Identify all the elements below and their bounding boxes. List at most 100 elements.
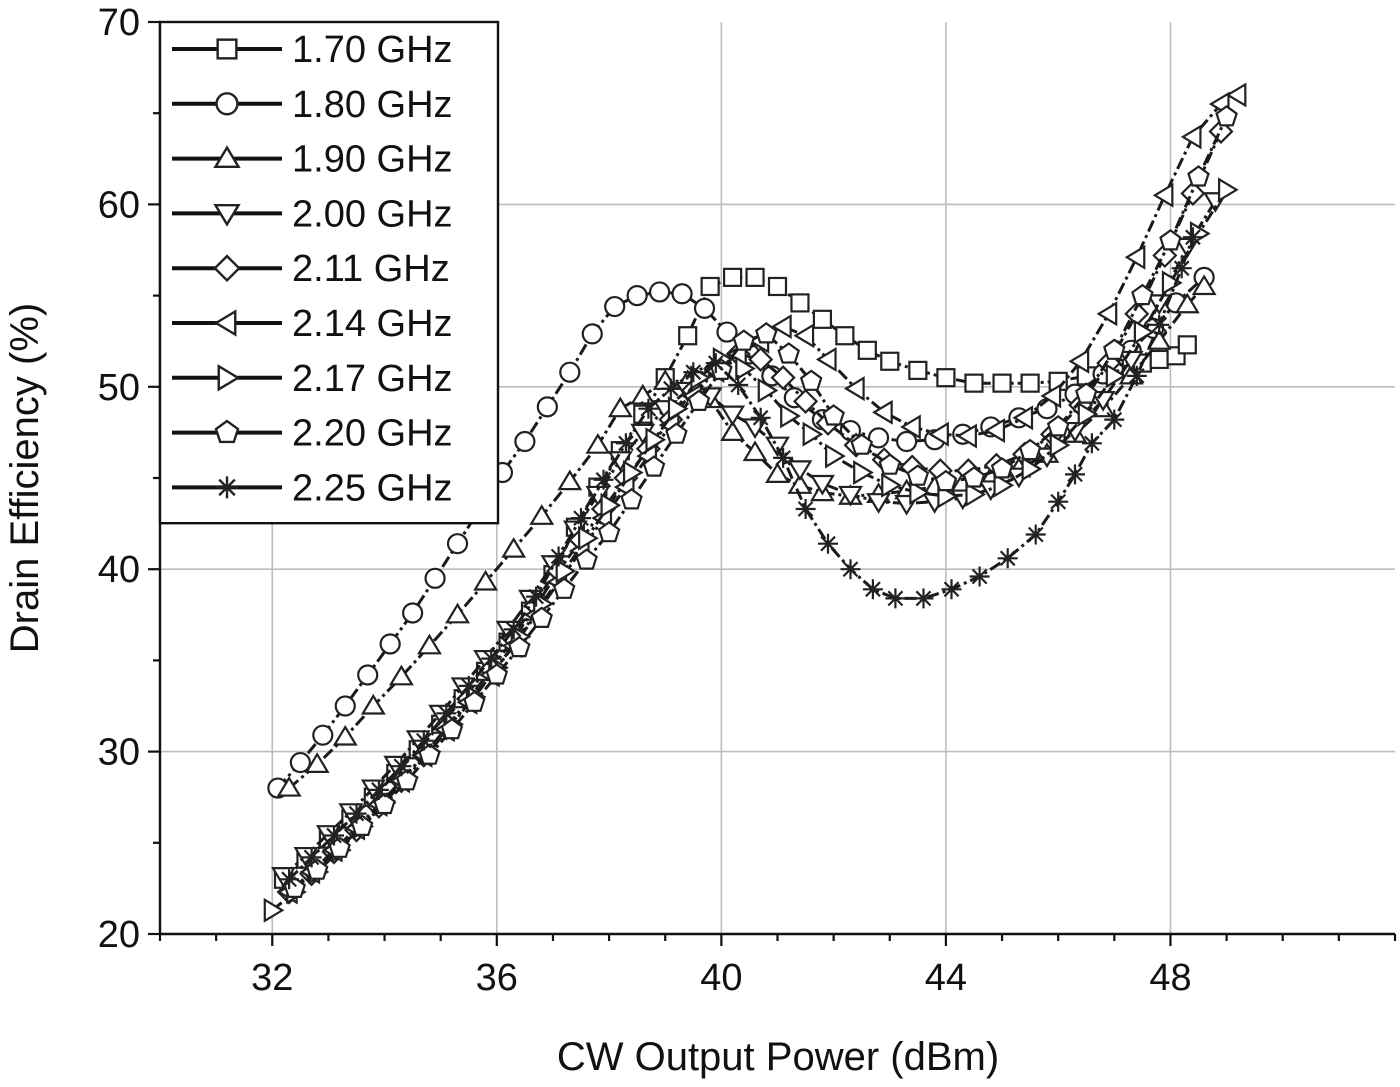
data-point-star [705, 353, 726, 374]
legend-label: 1.80 GHz [292, 84, 453, 126]
data-point-star [436, 703, 457, 724]
data-point-pentagon [530, 606, 553, 629]
data-point-square [1177, 335, 1197, 355]
data-point-circle [649, 281, 671, 303]
data-point-triangle-down [838, 485, 863, 507]
data-point-pentagon [508, 635, 531, 658]
data-point-circle [312, 724, 334, 746]
data-point-square [812, 309, 833, 329]
data-point-pentagon [755, 322, 778, 344]
data-point-triangle-right [600, 492, 622, 518]
series-2-20-ghz [283, 104, 1238, 899]
data-point-circle [581, 323, 603, 345]
data-point-pentagon [732, 329, 756, 351]
data-point-triangle-up [557, 469, 583, 491]
data-point-circle [626, 285, 648, 307]
data-point-triangle-right [993, 472, 1015, 498]
data-point-triangle-right [853, 460, 874, 485]
data-point-triangle-up [360, 693, 386, 715]
data-point-pentagon [1131, 283, 1154, 306]
data-point-pentagon [440, 717, 464, 740]
data-point-square [835, 326, 855, 346]
legend-label: 2.00 GHz [292, 193, 453, 235]
data-point-triangle-right [965, 481, 987, 507]
data-point-diamond [748, 346, 774, 372]
data-point-diamond [793, 388, 819, 414]
y-tick-label: 30 [98, 732, 140, 774]
data-point-circle [716, 321, 738, 343]
data-point-star [818, 533, 838, 554]
legend-entry: 1.90 GHz [172, 139, 453, 181]
series-1-80-ghz [267, 266, 1215, 799]
data-point-triangle-right [1049, 432, 1071, 458]
data-point-pentagon [934, 469, 958, 492]
data-point-star [1081, 433, 1102, 454]
data-point-star [301, 847, 322, 868]
data-point-star [1171, 258, 1192, 279]
data-point-circle [514, 430, 536, 453]
data-point-pentagon [1075, 382, 1098, 404]
data-point-square [857, 340, 877, 360]
data-point-triangle-up [630, 383, 656, 405]
data-point-circle [289, 751, 311, 774]
data-point-square [1149, 349, 1169, 370]
data-point-triangle-right [909, 480, 930, 506]
x-tick-label: 36 [476, 957, 518, 999]
data-point-triangle-left [956, 423, 977, 449]
legend-label: 2.14 GHz [292, 303, 453, 345]
legend-marker-triangle-down [213, 203, 241, 227]
series-2-25-ghz [279, 227, 1203, 890]
x-tick-label: 40 [700, 957, 742, 999]
data-point-triangle-right [1021, 456, 1043, 482]
data-point-star [969, 566, 990, 587]
data-point-triangle-up [607, 396, 633, 418]
data-point-star [593, 469, 614, 490]
legend-label: 1.70 GHz [292, 29, 453, 71]
legend-marker-star [215, 476, 238, 499]
data-point-circle [424, 567, 446, 589]
data-point-star [1048, 491, 1069, 512]
data-point-pentagon [990, 457, 1014, 479]
data-point-triangle-right [881, 472, 902, 498]
data-point-star [795, 499, 816, 519]
data-point-pentagon [665, 422, 688, 444]
y-axis-title: Drain Efficiency (%) [3, 303, 47, 653]
data-point-triangle-left [815, 346, 837, 372]
data-point-pentagon [1103, 338, 1126, 360]
data-point-triangle-down [809, 474, 835, 496]
data-point-pentagon [1046, 415, 1070, 437]
data-point-star [750, 407, 771, 428]
data-point-square [722, 267, 743, 287]
legend-marker-triangle-left [213, 309, 237, 337]
data-point-square [700, 276, 720, 297]
data-point-circle [446, 533, 469, 555]
data-point-star [615, 433, 636, 454]
data-point-star [1182, 227, 1203, 248]
data-point-triangle-right [578, 525, 599, 551]
data-point-triangle-up [304, 752, 330, 773]
data-point-star [503, 619, 524, 640]
legend-entry: 1.70 GHz [172, 29, 453, 71]
tick-labels: 32 36 40 44 48 20 30 40 50 60 70 [98, 2, 1192, 999]
data-point-triangle-right [1077, 401, 1099, 427]
data-point-triangle-down [866, 493, 891, 514]
legend-marker-pentagon [214, 419, 240, 444]
data-point-pentagon [485, 663, 509, 685]
data-point-triangle-up [585, 433, 611, 454]
data-point-triangle-up [501, 536, 527, 558]
legend-marker-diamond [213, 254, 241, 283]
data-point-triangle-left [1180, 124, 1202, 150]
data-point-triangle-right [1105, 363, 1127, 389]
data-point-pentagon [799, 369, 823, 391]
x-tick-label: 44 [925, 957, 967, 999]
data-point-star [840, 559, 861, 580]
data-point-triangle-right [1217, 177, 1239, 203]
legend-entry: 2.20 GHz [172, 413, 453, 455]
data-point-pentagon [850, 433, 873, 455]
data-point-triangle-down [765, 436, 790, 458]
data-point-triangle-left [1012, 405, 1034, 431]
data-point-square [745, 267, 765, 287]
legend: 1.70 GHz 1.80 GHz 1.90 GHz 2.00 GHz 2.11 GHz… [158, 20, 500, 525]
data-point-triangle-right [622, 460, 644, 485]
data-point-triangle-right [263, 897, 285, 923]
